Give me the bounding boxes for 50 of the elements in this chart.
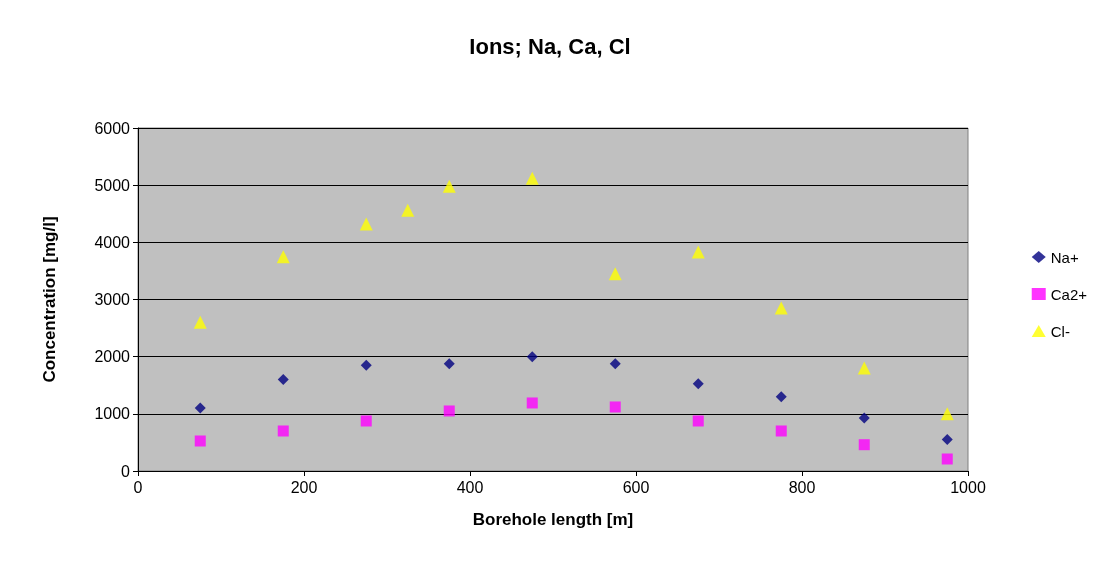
point xyxy=(194,435,206,447)
y-tick-label: 1000 xyxy=(94,405,131,423)
point xyxy=(692,378,704,390)
point xyxy=(442,179,456,193)
point xyxy=(774,301,788,315)
point xyxy=(940,407,954,421)
x-tick-label: 1000 xyxy=(950,478,986,496)
x-tick-label: 0 xyxy=(133,478,143,496)
point xyxy=(277,425,289,437)
point xyxy=(775,391,787,403)
point xyxy=(858,412,870,424)
point xyxy=(691,245,705,259)
point xyxy=(941,434,953,446)
point xyxy=(857,361,871,375)
point xyxy=(360,415,372,427)
point xyxy=(193,315,207,329)
y-tick-label: 5000 xyxy=(94,176,131,194)
point xyxy=(443,358,455,370)
x-tick-label: 200 xyxy=(290,478,318,496)
y-tick-label: 2000 xyxy=(94,348,131,366)
point xyxy=(858,439,870,451)
point xyxy=(359,217,373,231)
x-axis-title: Borehole length [m] xyxy=(472,510,634,529)
x-tick-label: 800 xyxy=(788,478,816,496)
point xyxy=(360,359,372,371)
chart-title: Ions; Na, Ca, Cl xyxy=(469,33,631,59)
legend-label: Cl- xyxy=(1050,322,1070,340)
y-tick-label: 4000 xyxy=(94,233,131,251)
point xyxy=(692,415,704,427)
legend-label: Na+ xyxy=(1050,248,1079,266)
point xyxy=(525,171,539,185)
point xyxy=(526,397,538,409)
point xyxy=(194,402,206,414)
point xyxy=(276,250,290,264)
y-tick-label: 0 xyxy=(121,462,131,480)
y-tick-label: 3000 xyxy=(94,291,131,308)
x-tick-label: 600 xyxy=(622,478,650,496)
point xyxy=(941,453,953,465)
point xyxy=(443,405,455,417)
point xyxy=(608,267,622,281)
point xyxy=(609,358,621,370)
x-tick-label: 400 xyxy=(456,478,484,496)
y-axis-title: Concentration [mg/l] xyxy=(40,216,59,383)
point xyxy=(609,401,621,413)
point xyxy=(775,425,787,437)
point xyxy=(277,374,289,386)
point xyxy=(401,203,415,217)
point xyxy=(526,351,538,363)
y-tick-label: 6000 xyxy=(94,119,131,137)
legend-label: Ca2+ xyxy=(1050,285,1088,303)
